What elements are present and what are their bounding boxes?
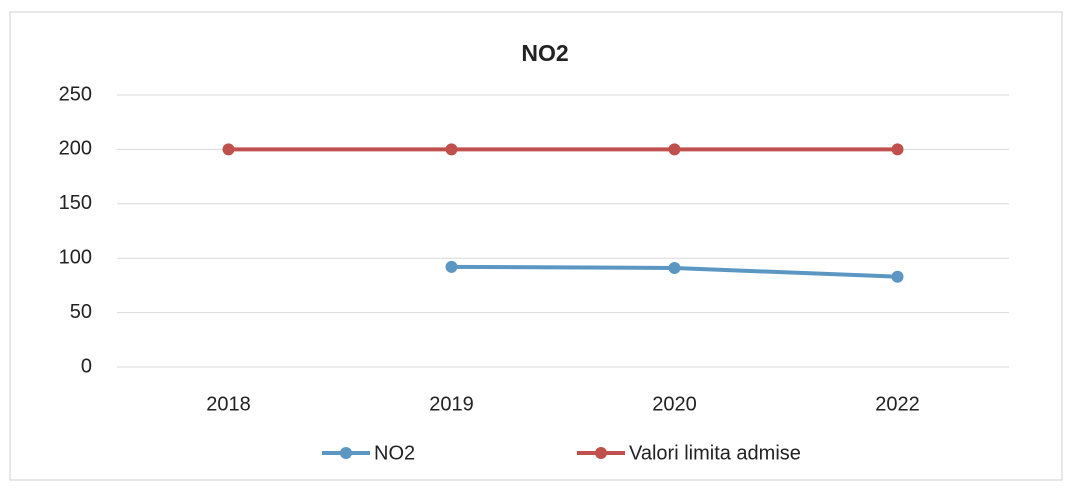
legend-label: NO2	[374, 442, 415, 464]
data-point	[445, 260, 458, 273]
data-point	[222, 143, 235, 156]
chart-border	[9, 11, 1063, 481]
data-point	[445, 143, 458, 156]
x-tick-label: 2019	[429, 393, 474, 415]
x-tick-label: 2022	[875, 393, 920, 415]
legend-label: Valori limita admise	[629, 442, 801, 464]
legend-marker	[340, 447, 352, 459]
data-point	[668, 143, 681, 156]
y-tick-label: 50	[70, 301, 92, 323]
data-point	[891, 143, 904, 156]
y-tick-label: 100	[59, 246, 92, 268]
legend-marker	[595, 447, 607, 459]
data-point	[668, 261, 681, 274]
x-tick-label: 2018	[206, 393, 251, 415]
y-tick-label: 200	[59, 138, 92, 160]
x-tick-label: 2020	[652, 393, 697, 415]
y-tick-label: 150	[59, 192, 92, 214]
y-tick-label: 0	[81, 355, 92, 377]
data-point	[891, 270, 904, 283]
chart-title: NO2	[521, 40, 568, 66]
y-tick-label: 250	[59, 83, 92, 105]
